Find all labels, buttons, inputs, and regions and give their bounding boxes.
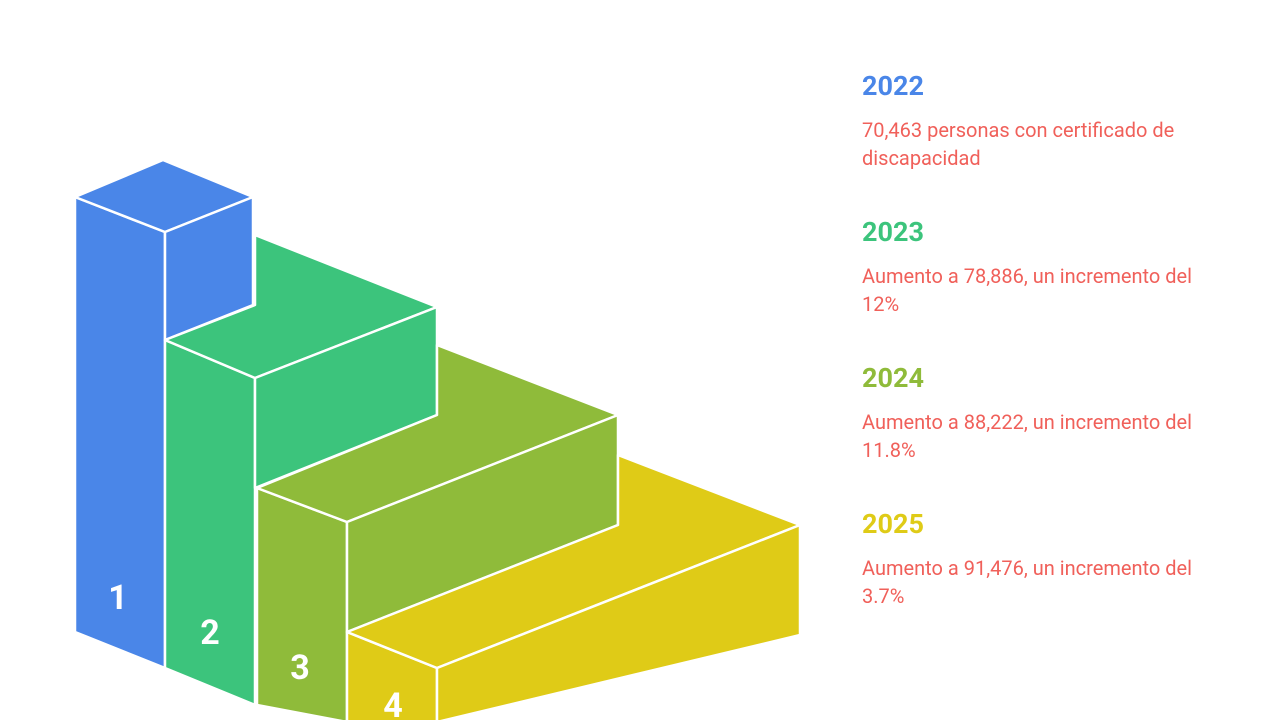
- description: Aumento a 88,222, un incremento del 11.8…: [862, 410, 1192, 462]
- block-face: [345, 453, 802, 670]
- step-number: 4: [383, 686, 403, 720]
- step-info: 2023 Aumento a 78,886, un incremento del…: [862, 216, 1212, 318]
- block-face: [163, 233, 439, 380]
- year: 2025: [862, 508, 924, 540]
- year: 2024: [862, 362, 924, 394]
- step-number: 3: [290, 648, 310, 688]
- step-number: 1: [108, 578, 128, 618]
- step-info: 2022 70,463 personas con certificado de …: [862, 70, 1212, 172]
- description: Aumento a 78,886, un incremento del 12%: [862, 264, 1192, 316]
- staircase: 1 2 3 4: [73, 158, 802, 720]
- description: 70,463 personas con certificado de disca…: [862, 118, 1175, 170]
- description: Aumento a 91,476, un incremento del 3.7%: [862, 556, 1192, 608]
- block-face: [255, 343, 620, 524]
- step-number: 2: [200, 613, 220, 653]
- step-info: 2025 Aumento a 91,476, un incremento del…: [862, 508, 1212, 610]
- block-face: [435, 523, 802, 720]
- year: 2022: [862, 70, 924, 102]
- step-info: 2024 Aumento a 88,222, un incremento del…: [862, 362, 1212, 464]
- year: 2023: [862, 216, 924, 248]
